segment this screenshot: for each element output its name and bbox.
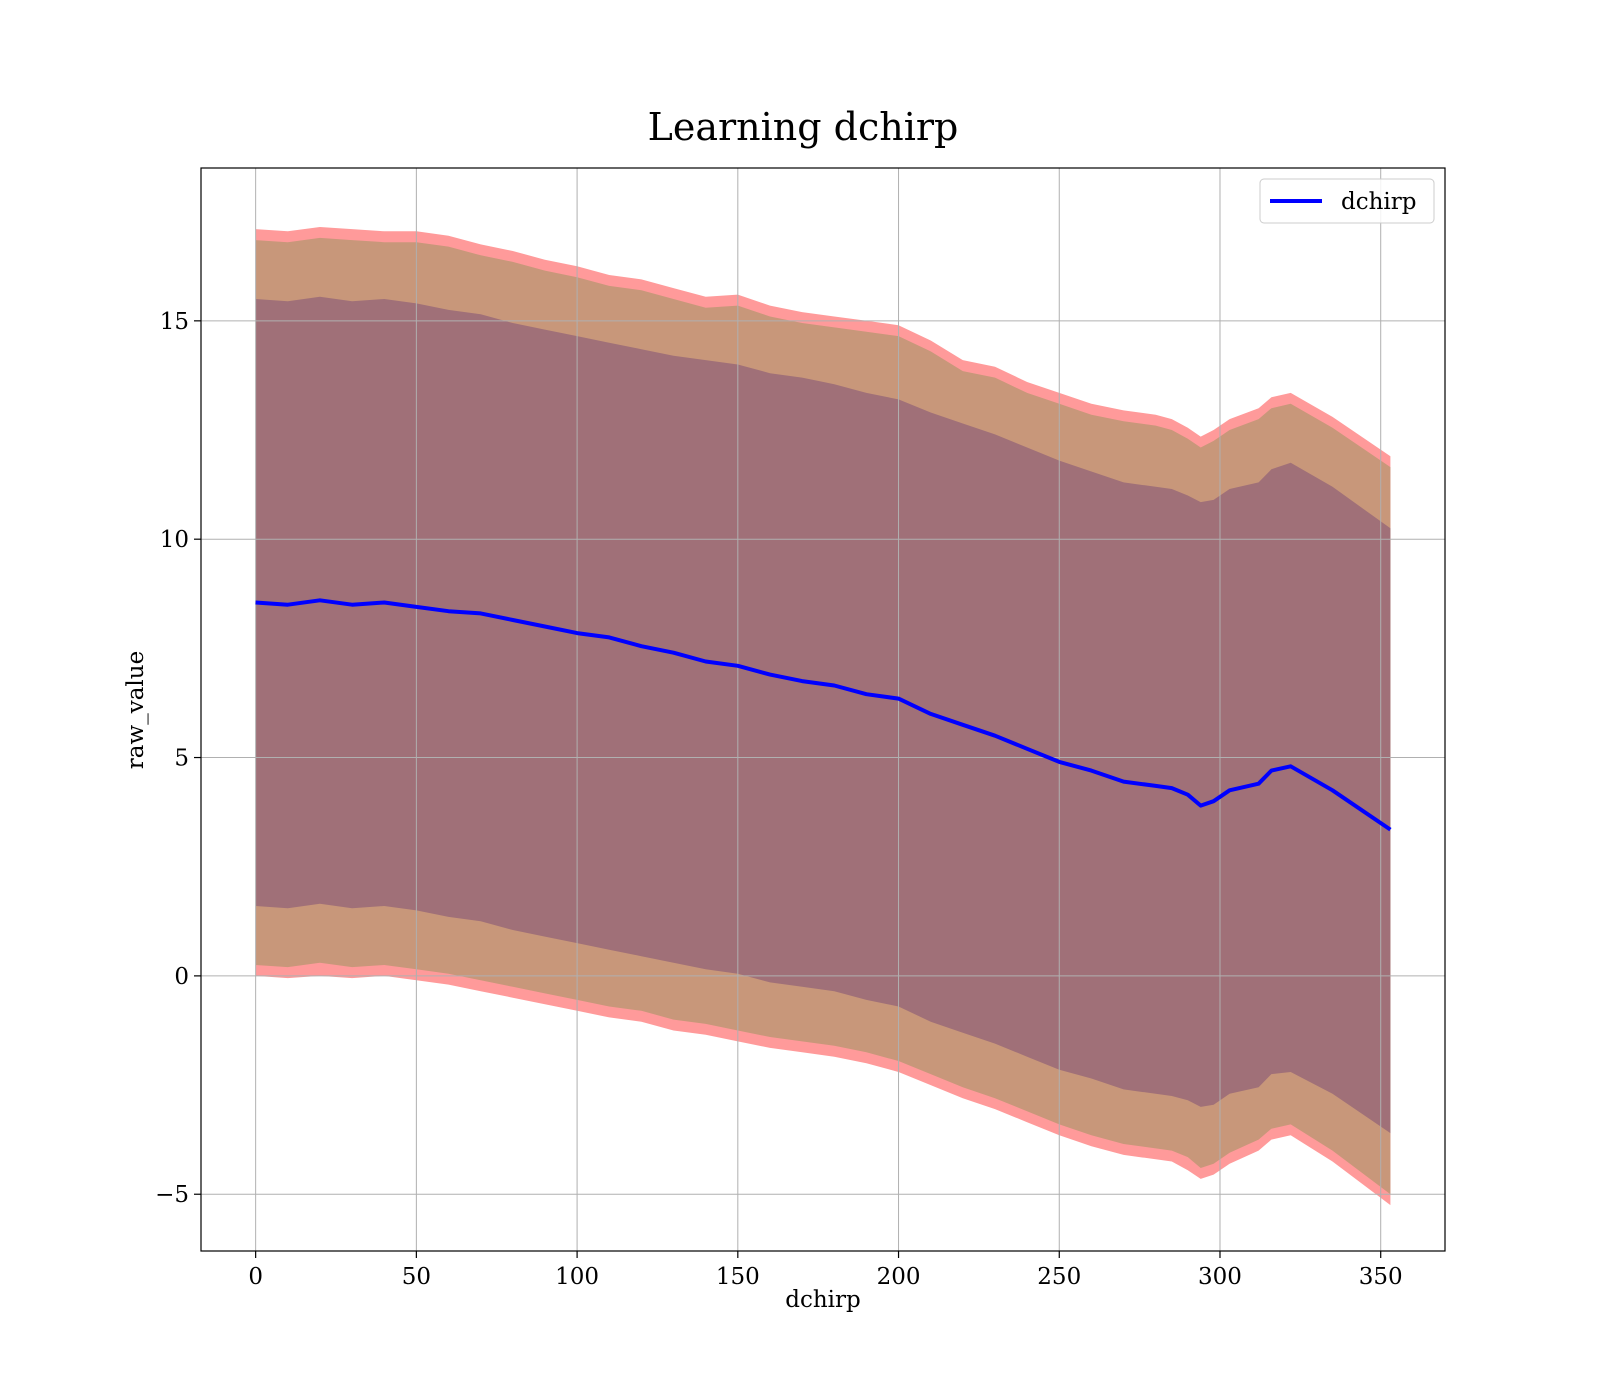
legend: dchirp	[1259, 178, 1435, 224]
y-axis-ticks: −5 0 5 10 15	[155, 309, 201, 1208]
x-tick-label-150: 150	[716, 1264, 760, 1290]
grid-lines	[201, 168, 1445, 1251]
chart-title: Learning dchirp	[648, 105, 959, 149]
y-axis-label: raw_value	[123, 651, 149, 769]
y-tick-label-0: 0	[174, 964, 189, 990]
x-axis-ticks: 0 50 100 150 200 250 300 350	[248, 1251, 1403, 1290]
legend-box	[1259, 178, 1435, 224]
x-tick-label-0: 0	[248, 1264, 263, 1290]
x-tick-label-350: 350	[1359, 1264, 1403, 1290]
series-line-dchirp	[255, 598, 1392, 832]
plot-area: 0 50 100 150 200 250 300 350 −5 0 5 10 15	[155, 167, 1446, 1290]
legend-label-dchirp: dchirp	[1341, 189, 1417, 215]
confidence-bands	[255, 227, 1391, 1206]
x-tick-label-200: 200	[877, 1264, 921, 1290]
x-tick-label-100: 100	[555, 1264, 599, 1290]
band-inner	[255, 296, 1391, 1134]
y-tick-label-15: 15	[160, 309, 189, 335]
x-tick-label-250: 250	[1037, 1264, 1081, 1290]
x-tick-label-50: 50	[402, 1264, 431, 1290]
y-tick-label--5: −5	[155, 1182, 189, 1208]
y-tick-label-5: 5	[174, 746, 189, 772]
axes-frame	[200, 167, 1446, 1252]
x-axis-label: dchirp	[785, 1287, 861, 1313]
x-tick-label-300: 300	[1198, 1264, 1242, 1290]
series-lines	[255, 598, 1392, 832]
y-tick-label-10: 10	[160, 527, 189, 553]
